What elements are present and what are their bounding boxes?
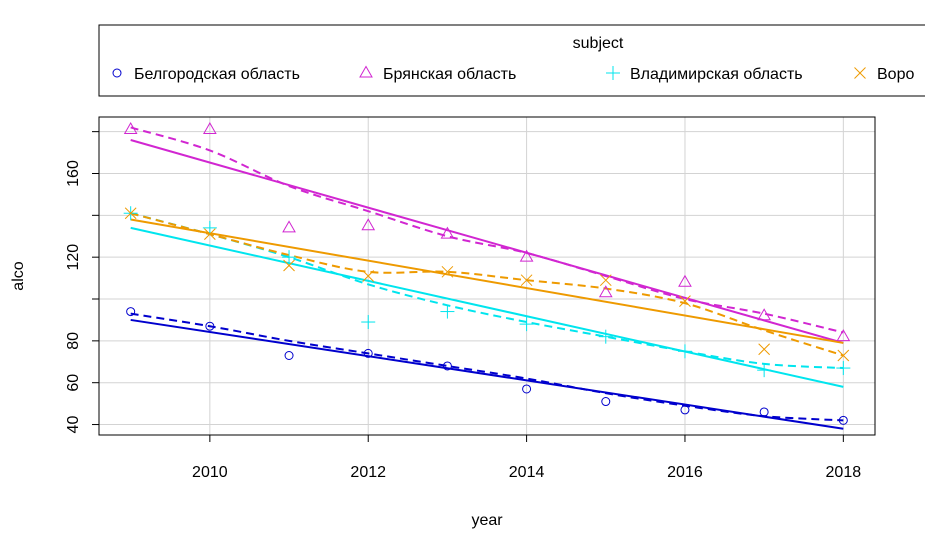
data-point-s3-4 bbox=[441, 265, 454, 278]
data-point-s0-9 bbox=[838, 415, 848, 425]
legend-label-2: Владимирская область bbox=[630, 66, 803, 83]
smooth-line-3 bbox=[130, 212, 844, 357]
y-tick-label: 120 bbox=[65, 244, 82, 271]
data-point-s3-7 bbox=[679, 295, 691, 307]
data-point-s2-8 bbox=[757, 363, 772, 378]
trend-line-2 bbox=[130, 226, 844, 388]
plot-panel bbox=[98, 116, 876, 436]
legend: subject Белгородская область Брянская обл… bbox=[98, 24, 925, 97]
data-point-s2-5 bbox=[519, 317, 534, 332]
data-point-s1-6 bbox=[598, 285, 613, 298]
data-point-s3-1 bbox=[204, 228, 216, 241]
data-point-s3-2 bbox=[283, 259, 295, 272]
data-point-s1-4 bbox=[440, 226, 455, 239]
x-tick-label: 2012 bbox=[350, 464, 386, 481]
x-axis: 2010 2012 2014 2016 2018 bbox=[192, 434, 862, 481]
data-point-s3-9 bbox=[837, 349, 850, 362]
data-point-s3-6 bbox=[599, 274, 612, 287]
legend-title: subject bbox=[573, 35, 624, 52]
gridlines bbox=[99, 117, 875, 435]
series-points bbox=[123, 122, 851, 425]
plot-background bbox=[99, 117, 875, 435]
data-point-s1-2 bbox=[282, 220, 296, 233]
trend-line-1 bbox=[130, 139, 844, 344]
smooth-line-0 bbox=[130, 312, 844, 422]
y-tick-label: 80 bbox=[65, 332, 82, 350]
data-point-s2-3 bbox=[361, 315, 376, 330]
data-point-s0-6 bbox=[601, 397, 611, 407]
y-tick-label: 60 bbox=[65, 374, 82, 392]
data-point-s2-1 bbox=[202, 220, 217, 235]
data-point-s0-2 bbox=[284, 351, 294, 360]
data-point-s0-7 bbox=[680, 405, 690, 415]
legend-frame bbox=[98, 24, 925, 97]
smooth-line-1 bbox=[130, 126, 844, 334]
y-tick-label: 160 bbox=[65, 160, 82, 187]
legend-marker-3 bbox=[854, 67, 866, 79]
trend-line-3 bbox=[130, 218, 844, 344]
x-axis-label: year bbox=[471, 512, 503, 529]
data-point-s2-4 bbox=[440, 304, 455, 319]
data-point-s2-9 bbox=[836, 361, 851, 376]
data-point-s2-2 bbox=[282, 250, 297, 265]
x-tick-label: 2014 bbox=[509, 464, 545, 481]
legend-marker-1 bbox=[359, 65, 373, 78]
data-point-s3-3 bbox=[362, 270, 375, 282]
legend-label-1: Брянская область bbox=[383, 66, 516, 83]
series-lines bbox=[130, 126, 844, 430]
data-point-s0-4 bbox=[442, 361, 452, 371]
data-point-s3-8 bbox=[758, 343, 770, 356]
legend-marker-0 bbox=[112, 68, 122, 78]
data-point-s3-0 bbox=[124, 207, 137, 220]
data-point-s1-3 bbox=[361, 218, 376, 231]
data-point-s0-8 bbox=[759, 407, 769, 417]
data-point-s0-3 bbox=[363, 348, 373, 358]
data-point-s2-7 bbox=[677, 344, 692, 359]
data-point-s1-7 bbox=[678, 274, 692, 287]
y-axis: 40 60 80 120 160 bbox=[65, 131, 100, 434]
data-point-s1-1 bbox=[202, 122, 217, 135]
legend-entries: Белгородская область Брянская область Влад… bbox=[112, 65, 914, 83]
data-point-s0-1 bbox=[205, 321, 215, 331]
x-tick-label: 2016 bbox=[667, 464, 703, 481]
data-point-s0-5 bbox=[522, 384, 532, 394]
data-point-s2-6 bbox=[598, 329, 613, 344]
y-axis-label: alco bbox=[10, 261, 27, 290]
x-tick-label: 2010 bbox=[192, 464, 228, 481]
data-point-s1-9 bbox=[836, 329, 851, 342]
data-point-s1-5 bbox=[519, 249, 534, 262]
smooth-line-2 bbox=[130, 212, 844, 370]
data-point-s0-0 bbox=[126, 307, 136, 317]
legend-label-3: Воро bbox=[877, 66, 914, 83]
legend-marker-2 bbox=[606, 66, 620, 80]
data-point-s1-8 bbox=[757, 308, 772, 321]
legend-label-0: Белгородская область bbox=[134, 66, 300, 83]
data-point-s1-0 bbox=[123, 122, 138, 135]
data-point-s3-5 bbox=[520, 274, 533, 287]
y-tick-label: 40 bbox=[65, 416, 82, 434]
x-tick-label: 2018 bbox=[826, 464, 862, 481]
